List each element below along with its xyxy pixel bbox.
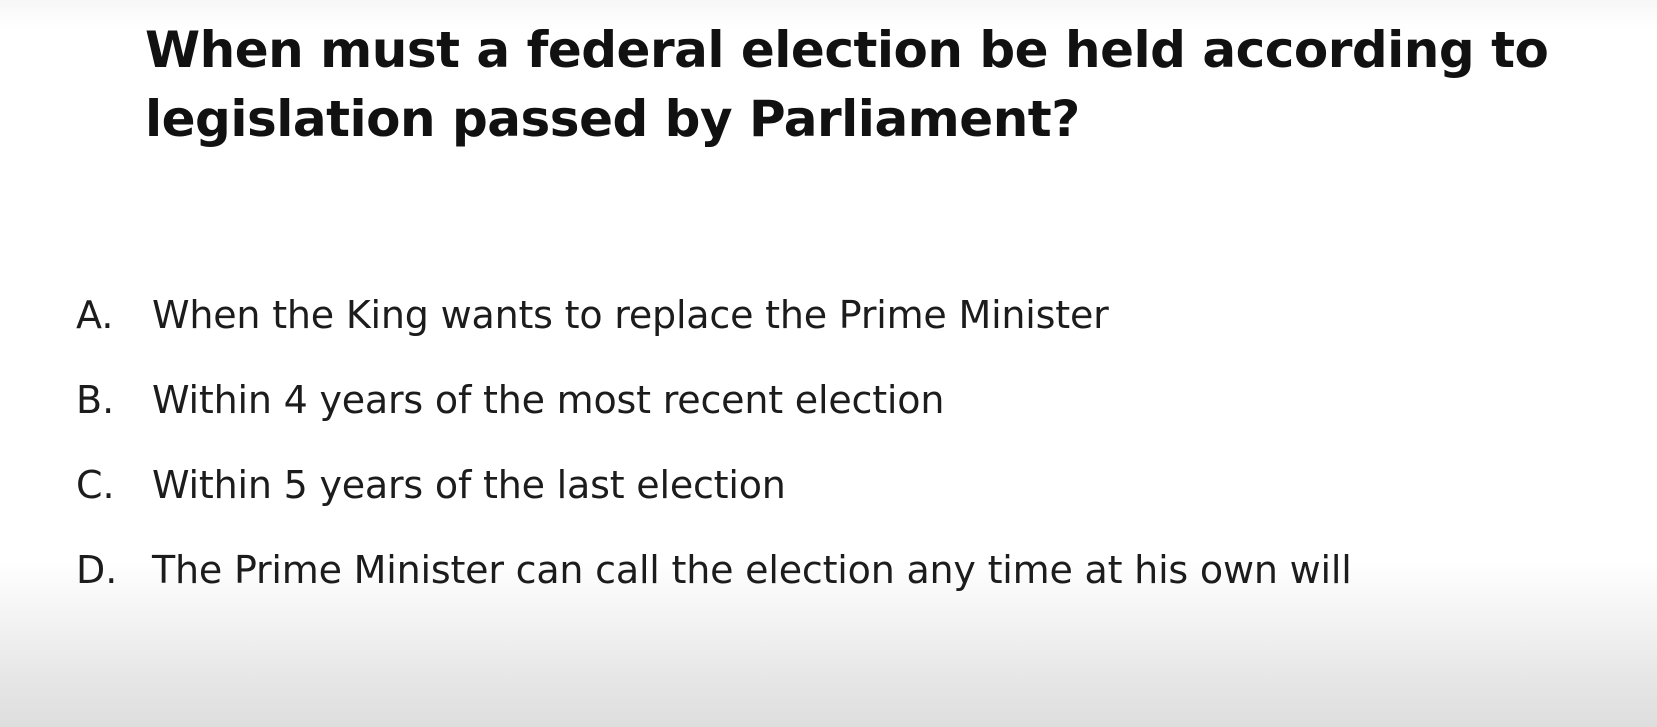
option-text: When the King wants to replace the Prime…: [152, 292, 1109, 337]
option-letter: D.: [76, 547, 118, 592]
option-letter: A.: [76, 292, 114, 337]
option-text: Within 4 years of the most recent electi…: [152, 377, 945, 422]
option-text: Within 5 years of the last election: [152, 462, 786, 507]
question-title: When must a federal election be held acc…: [145, 21, 1549, 148]
answer-options-list: A. When the King wants to replace the Pr…: [76, 272, 1576, 612]
option-text: The Prime Minister can call the election…: [152, 547, 1352, 592]
option-b[interactable]: B. Within 4 years of the most recent ele…: [76, 357, 1576, 442]
option-d[interactable]: D. The Prime Minister can call the elect…: [76, 527, 1576, 612]
option-letter: C.: [76, 462, 115, 507]
option-c[interactable]: C. Within 5 years of the last election: [76, 442, 1576, 527]
option-a[interactable]: A. When the King wants to replace the Pr…: [76, 272, 1576, 357]
option-letter: B.: [76, 377, 115, 422]
